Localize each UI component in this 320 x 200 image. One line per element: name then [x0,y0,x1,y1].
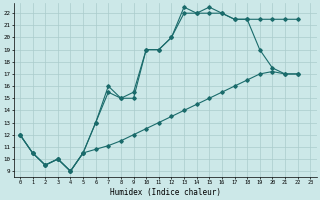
X-axis label: Humidex (Indice chaleur): Humidex (Indice chaleur) [109,188,220,197]
